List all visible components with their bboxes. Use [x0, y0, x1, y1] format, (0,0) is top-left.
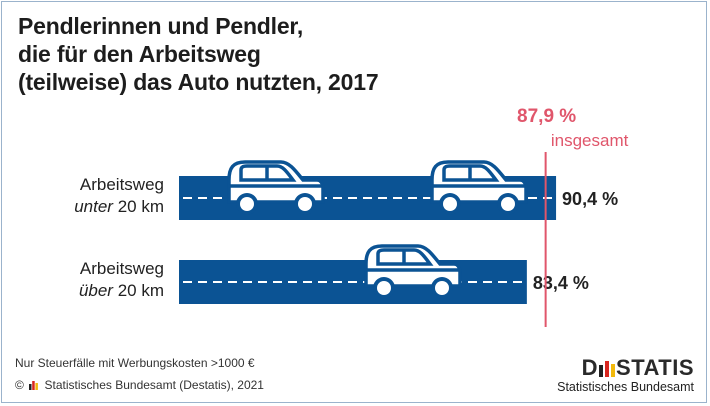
car-window	[376, 248, 434, 266]
flag-bars-icon	[599, 361, 616, 377]
category-label-line1: Arbeitsweg	[80, 259, 164, 278]
category-label-line1: Arbeitsweg	[80, 175, 164, 194]
category-label-italic: über	[79, 281, 114, 300]
brand-word-start: D	[581, 355, 599, 380]
category-label-rest: 20 km	[113, 281, 164, 300]
copyright-symbol: ©	[15, 378, 24, 392]
car-wheel-inner	[501, 197, 515, 211]
car-window	[442, 164, 500, 182]
car-window	[239, 164, 297, 182]
car-icon	[364, 244, 462, 299]
reference-text-label: insgesamt	[551, 131, 629, 150]
title-line-2: die für den Arbeitsweg	[18, 41, 261, 67]
car-wheel-inner	[298, 197, 312, 211]
title-line-1: Pendlerinnen und Pendler,	[18, 13, 304, 39]
car-wheel-inner	[443, 197, 457, 211]
brand-subtitle: Statistisches Bundesamt	[557, 380, 694, 394]
flag-icon	[29, 381, 39, 390]
category-label-line2: über 20 km	[79, 281, 164, 300]
car-wheel-inner	[435, 281, 449, 295]
destatis-logo: D STATIS Statistisches Bundesamt	[557, 357, 694, 395]
car-icon	[227, 160, 325, 215]
source-line: © Statistisches Bundesamt (Destatis), 20…	[15, 378, 264, 392]
brand-word-end: STATIS	[616, 355, 694, 380]
source-text: Statistisches Bundesamt (Destatis), 2021	[44, 378, 264, 392]
brand-wordmark: D STATIS	[557, 357, 694, 379]
value-label-2: 83,4 %	[533, 273, 589, 293]
car-icon	[430, 160, 528, 215]
category-label-rest: 20 km	[113, 197, 164, 216]
category-label-italic: unter	[74, 197, 114, 216]
value-label-1: 90,4 %	[562, 189, 618, 209]
footnote: Nur Steuerfälle mit Werbungskosten >1000…	[15, 356, 255, 370]
car-wheel-inner	[377, 281, 391, 295]
reference-value-label: 87,9 %	[517, 106, 576, 127]
category-label-line2: unter 20 km	[74, 197, 164, 216]
chart-title: Pendlerinnen und Pendler, die für den Ar…	[18, 12, 518, 96]
car-wheel-inner	[240, 197, 254, 211]
title-line-3: (teilweise) das Auto nutzten, 2017	[18, 69, 379, 95]
